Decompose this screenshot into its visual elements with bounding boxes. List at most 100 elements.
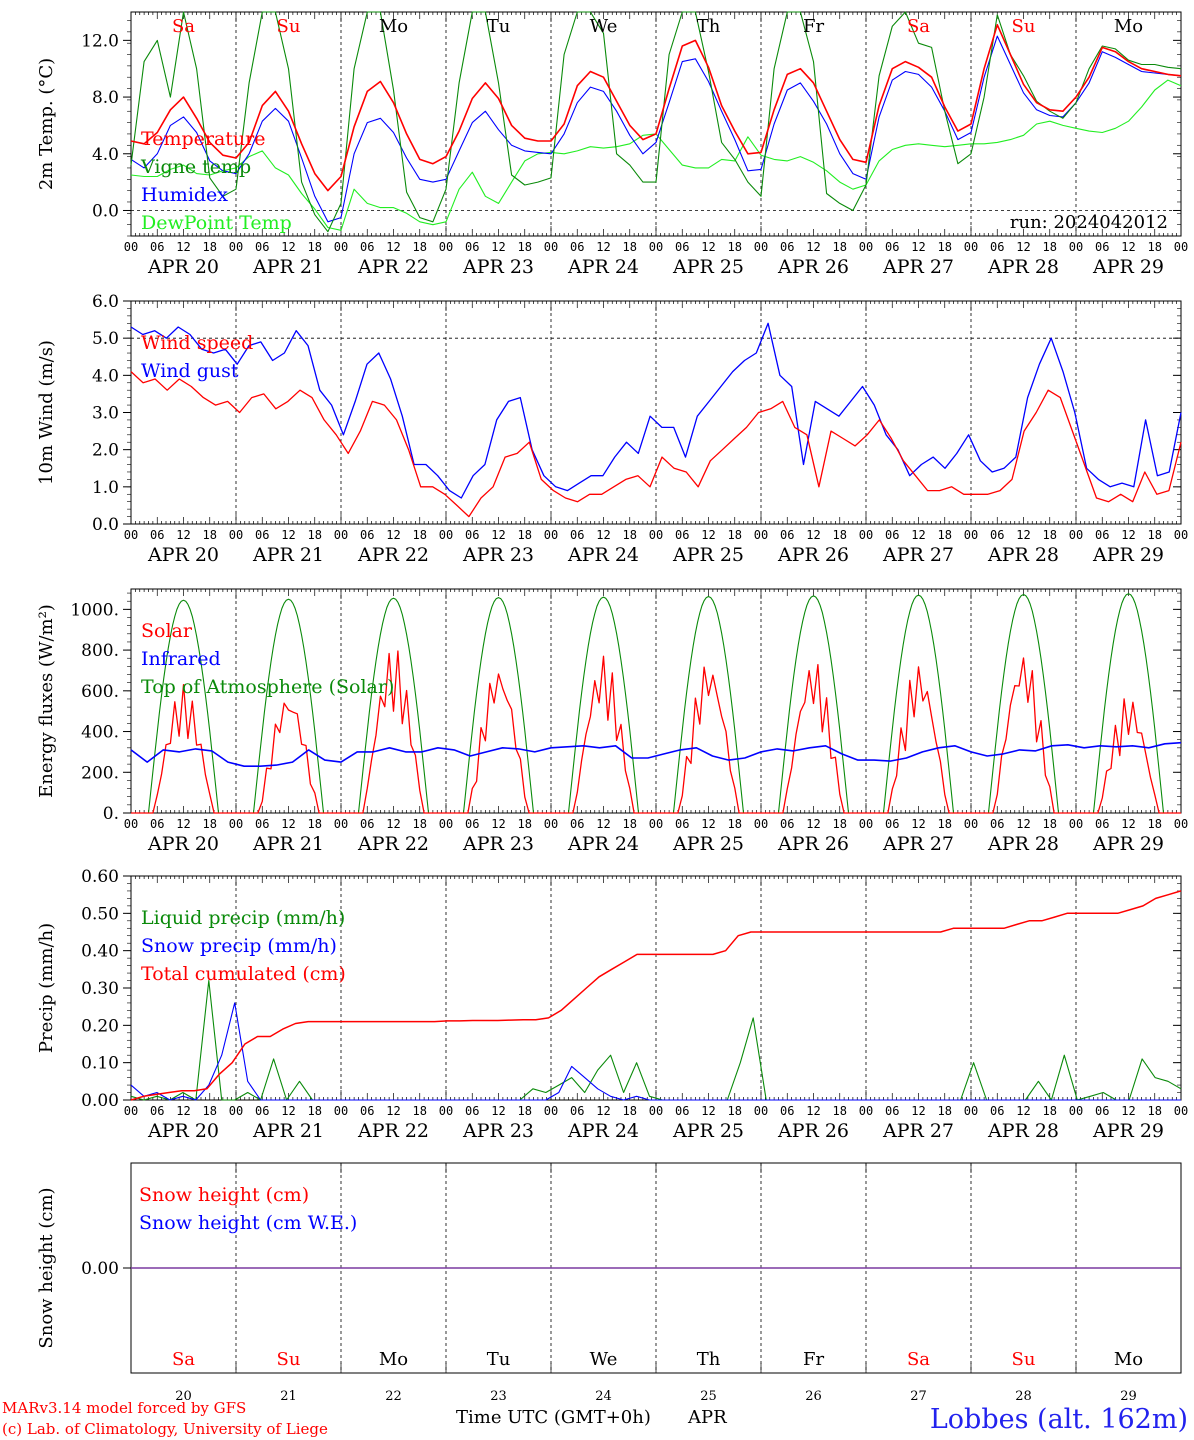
hour-tick-label: 18 [728,817,742,831]
day-number-label: 28 [1015,1389,1032,1404]
hour-tick-label: 12 [1016,240,1030,254]
hour-tick-label: 18 [833,240,847,254]
panel-energy: 00 06 12 18 00 06 12 18 00 06 12 18 00 06 12 18 00 06 12 18… [36,588,1188,855]
hour-tick-label: 12 [911,817,925,831]
hour-tick-label: 00 [754,528,768,542]
hour-tick-label: 18 [1148,240,1162,254]
legend-entry: Temperature [141,128,265,150]
hour-tick-label: 06 [1095,817,1109,831]
hour-tick-label: 18 [413,240,427,254]
hour-tick-label: 12 [176,528,190,542]
y-tick-label: 1.0 [92,478,119,498]
run-label: run: 2024042012 [1010,212,1168,233]
hour-tick-label: 12 [701,1104,715,1118]
day-label: APR 22 [357,833,429,855]
hour-tick-label: 12 [596,240,610,254]
day-label: APR 29 [1092,256,1164,278]
day-number-label: 24 [595,1389,612,1404]
y-tick-label: 4.0 [92,366,119,386]
hour-tick-label: 00 [439,528,453,542]
hour-tick-label: 06 [465,817,479,831]
hour-tick-label: 00 [334,528,348,542]
y-tick-label: 8.0 [92,88,119,108]
hour-tick-label: 06 [885,240,899,254]
hour-tick-label: 00 [544,528,558,542]
hour-tick-label: 12 [281,817,295,831]
hour-tick-label: 18 [833,528,847,542]
weekday-label: Sa [907,16,930,37]
legend-entry: Snow height (cm W.E.) [139,1212,357,1234]
day-number-label: 23 [490,1389,507,1404]
y-tick-label: 0.30 [81,979,119,999]
hour-tick-label: 18 [1043,528,1057,542]
hour-tick-label: 12 [911,528,925,542]
hour-tick-label: 18 [1043,240,1057,254]
weekday-label: Sa [172,16,195,37]
hour-tick-label: 00 [649,817,663,831]
day-label: APR 22 [357,1120,429,1142]
hour-tick-label: 12 [701,817,715,831]
weekday-label: Su [277,16,301,37]
hour-tick-label: 18 [203,1104,217,1118]
hour-tick-label: 12 [386,1104,400,1118]
legend-entry: Solar [141,620,193,642]
hour-tick-label: 00 [859,528,873,542]
hour-tick-label: 12 [386,528,400,542]
hour-tick-label: 00 [964,240,978,254]
y-tick-label: 600. [81,682,119,702]
series-line-temperature [130,23,1182,192]
hour-tick-label: 00 [544,817,558,831]
hour-tick-label: 12 [596,1104,610,1118]
hour-tick-label: 12 [176,1104,190,1118]
hour-tick-label: 12 [596,817,610,831]
hour-tick-label: 00 [859,817,873,831]
hour-tick-label: 12 [806,528,820,542]
hour-tick-label: 12 [491,817,505,831]
y-axis-label: Snow height (cm) [36,1187,57,1348]
day-label: APR 21 [252,256,324,278]
hour-tick-label: 00 [1174,817,1188,831]
hour-tick-label: 12 [491,528,505,542]
day-label: APR 25 [672,833,744,855]
hour-tick-label: 06 [150,817,164,831]
hour-tick-label: 06 [885,1104,899,1118]
hour-tick-label: 06 [255,240,269,254]
meteogram-panels: 00 06 12 18 00 06 12 18 00 06 12 18 00 06 12 18 00 06 12 18… [36,11,1188,1404]
hour-tick-label: 06 [990,817,1004,831]
hour-tick-label: 00 [649,528,663,542]
hour-tick-label: 18 [518,817,532,831]
day-label: APR 20 [147,833,219,855]
day-label: APR 26 [777,833,849,855]
hour-tick-label: 12 [1121,240,1135,254]
weekday-label: Tu [487,1349,511,1370]
day-number-label: 20 [175,1389,192,1404]
day-label: APR 21 [252,1120,324,1142]
hour-tick-label: 12 [1016,1104,1030,1118]
hour-tick-label: 00 [859,1104,873,1118]
hour-tick-label: 12 [701,528,715,542]
day-label: APR 28 [987,833,1059,855]
series-line-wind-gust [130,322,1182,499]
day-label: APR 29 [1092,833,1164,855]
y-tick-label: 400. [81,723,119,743]
series-line-humidex [130,35,1182,223]
day-label: APR 20 [147,544,219,566]
y-axis-label: 2m Temp. (°C) [36,58,57,190]
day-label: APR 22 [357,544,429,566]
hour-tick-label: 18 [413,1104,427,1118]
hour-tick-label: 12 [806,817,820,831]
hour-tick-label: 00 [124,240,138,254]
y-tick-label: 0.0 [92,515,119,535]
panel-wind: 00 06 12 18 00 06 12 18 00 06 12 18 00 06 12 18 00 06 12 18… [36,292,1188,566]
weekday-label: We [590,1349,618,1370]
series-line-total-cumulated-cm- [130,890,1182,1101]
legend-entry: Top of Atmosphere (Solar) [141,676,394,698]
day-label: APR 29 [1092,1120,1164,1142]
weekday-label: Su [1012,16,1036,37]
hour-tick-label: 00 [124,817,138,831]
hour-tick-label: 06 [570,240,584,254]
hour-tick-label: 00 [439,1104,453,1118]
hour-tick-label: 18 [1043,817,1057,831]
y-tick-label: 800. [81,641,119,661]
day-label: APR 26 [777,1120,849,1142]
